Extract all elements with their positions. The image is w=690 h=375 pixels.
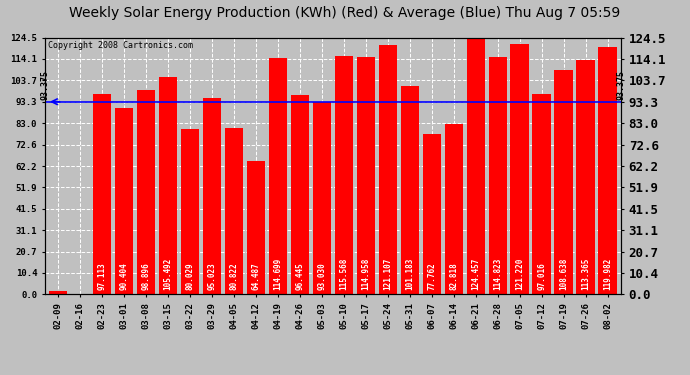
Text: 96.445: 96.445 — [295, 262, 304, 290]
Bar — [422, 134, 441, 294]
Bar — [533, 94, 551, 294]
Text: 114.958: 114.958 — [362, 258, 371, 290]
Bar — [159, 77, 177, 294]
Text: 82.818: 82.818 — [449, 262, 458, 290]
Text: 98.896: 98.896 — [141, 262, 150, 290]
Text: 114.823: 114.823 — [493, 258, 502, 290]
Bar — [598, 47, 617, 294]
Text: 114.699: 114.699 — [273, 258, 282, 290]
Text: 80.822: 80.822 — [230, 262, 239, 290]
Bar — [137, 90, 155, 294]
Text: Weekly Solar Energy Production (KWh) (Red) & Average (Blue) Thu Aug 7 05:59: Weekly Solar Energy Production (KWh) (Re… — [70, 6, 620, 20]
Text: 80.029: 80.029 — [186, 262, 195, 290]
Text: 95.023: 95.023 — [208, 262, 217, 290]
Text: 93.375: 93.375 — [41, 70, 50, 100]
Bar — [268, 58, 287, 294]
Text: 97.016: 97.016 — [538, 262, 546, 290]
Text: 121.220: 121.220 — [515, 258, 524, 290]
Text: 124.457: 124.457 — [471, 258, 480, 290]
Bar — [357, 57, 375, 294]
Text: 97.113: 97.113 — [97, 262, 106, 290]
Bar — [379, 45, 397, 294]
Bar — [203, 98, 221, 294]
Text: 77.762: 77.762 — [427, 262, 436, 290]
Bar — [49, 291, 68, 294]
Bar — [511, 44, 529, 294]
Bar — [401, 86, 420, 294]
Bar — [246, 161, 265, 294]
Text: 64.487: 64.487 — [251, 262, 260, 290]
Text: 121.107: 121.107 — [384, 258, 393, 290]
Bar — [555, 70, 573, 294]
Text: 108.638: 108.638 — [560, 258, 569, 290]
Bar — [225, 128, 244, 294]
Bar — [335, 56, 353, 294]
Bar — [489, 57, 507, 294]
Text: 119.982: 119.982 — [603, 258, 612, 290]
Bar — [115, 108, 133, 294]
Text: 115.568: 115.568 — [339, 258, 348, 290]
Bar — [290, 95, 309, 294]
Text: Copyright 2008 Cartronics.com: Copyright 2008 Cartronics.com — [48, 41, 193, 50]
Text: 93.030: 93.030 — [317, 262, 326, 290]
Bar — [313, 102, 331, 294]
Text: 90.404: 90.404 — [119, 262, 128, 290]
Bar — [444, 123, 463, 294]
Bar — [181, 129, 199, 294]
Text: 105.492: 105.492 — [164, 258, 172, 290]
Text: 101.183: 101.183 — [406, 258, 415, 290]
Bar — [466, 38, 485, 294]
Text: 93.375: 93.375 — [616, 70, 625, 100]
Bar — [92, 94, 111, 294]
Bar — [576, 60, 595, 294]
Text: 113.365: 113.365 — [581, 258, 591, 290]
